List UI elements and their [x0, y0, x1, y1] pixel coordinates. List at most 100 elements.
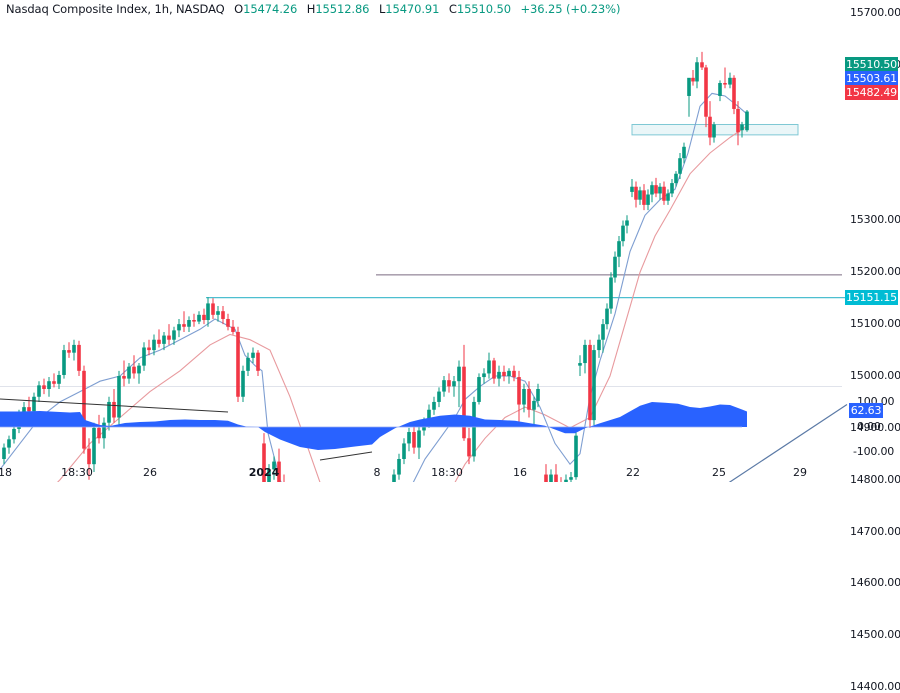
candle-body	[670, 183, 674, 194]
candle-body	[625, 220, 629, 226]
candle-body	[597, 339, 601, 351]
candle-body	[492, 360, 496, 379]
candle-body	[397, 458, 401, 475]
candle-body	[687, 77, 691, 96]
price-change: +36.25 (+0.23%)	[520, 2, 621, 16]
candle-body	[216, 311, 220, 315]
candle-body	[267, 469, 271, 482]
candle-body	[122, 376, 126, 379]
ohlc-high: H15512.86	[306, 2, 370, 16]
candle-body	[472, 401, 476, 457]
candle-body	[564, 479, 568, 482]
candle-body	[728, 77, 732, 85]
candle-body	[712, 124, 716, 138]
candle-body	[177, 324, 181, 331]
candle-body	[549, 474, 553, 482]
candle-body	[167, 335, 171, 340]
candle-body	[402, 443, 406, 459]
candle-body	[22, 407, 26, 415]
candle-body	[206, 303, 210, 321]
candle-body	[497, 371, 501, 379]
candle-body	[157, 339, 161, 344]
uptrend-line	[728, 404, 848, 482]
candle-body	[736, 108, 740, 133]
candle-body	[569, 477, 573, 480]
candle-body	[226, 318, 230, 327]
candle-body	[507, 370, 511, 377]
oscillator-value-tag: 62.63	[849, 403, 883, 418]
price-tick-label: 14600.00	[850, 576, 900, 590]
candle-body	[52, 381, 56, 384]
price-tick-label: 15700.00	[850, 6, 900, 19]
candle-body	[12, 428, 16, 440]
candle-body	[132, 366, 136, 374]
candle-body	[662, 186, 666, 201]
candle-body	[202, 314, 206, 321]
symbol-title: Nasdaq Composite Index, 1h, NASDAQ	[6, 2, 225, 16]
candle-body	[117, 376, 121, 418]
candle-body	[427, 409, 431, 422]
candle-body	[432, 401, 436, 410]
price-tick-label: 15100.00	[850, 317, 900, 331]
candle-body	[642, 190, 646, 205]
chart-legend: Nasdaq Composite Index, 1h, NASDAQ O1547…	[6, 2, 620, 16]
last-price-tag: 15510.50	[845, 57, 898, 72]
oscillator-tick-label: 0.00	[857, 420, 881, 433]
candle-body	[67, 350, 71, 353]
candle-body	[42, 385, 46, 389]
candle-body	[256, 352, 260, 371]
candle-body	[605, 308, 609, 325]
candle-body	[112, 401, 116, 418]
candle-body	[187, 320, 191, 327]
candle-body	[392, 474, 396, 482]
time-tick-label: 18	[0, 466, 12, 479]
candle-body	[62, 350, 66, 375]
candle-body	[102, 422, 106, 439]
candle-body	[47, 381, 51, 389]
candle-body	[172, 330, 176, 340]
candle-body	[682, 146, 686, 159]
candle-body	[27, 407, 31, 412]
candle-body	[417, 430, 421, 448]
price-tick-label: 14400.00	[850, 680, 900, 693]
ohlc-low: L15470.91	[378, 2, 440, 16]
candle-body	[691, 77, 695, 82]
candle-body	[583, 344, 587, 364]
ma-slow-tag: 15482.49	[845, 85, 898, 100]
candle-body	[554, 474, 558, 482]
candle-body	[517, 377, 521, 405]
candle-body	[638, 190, 642, 200]
candle-body	[592, 350, 596, 421]
candle-body	[723, 83, 727, 85]
candle-body	[634, 186, 638, 200]
candle-body	[97, 427, 101, 439]
time-tick-label: 16	[513, 466, 527, 479]
time-tick-label: 18:30	[431, 466, 463, 479]
time-tick-label: 8	[373, 466, 381, 479]
candle-body	[666, 193, 670, 201]
candle-body	[221, 311, 225, 319]
candle-body	[462, 366, 466, 439]
candle-body	[447, 380, 451, 387]
time-tick-label: 18:30	[61, 466, 93, 479]
candle-body	[192, 320, 196, 322]
ma-slow-line	[57, 125, 748, 482]
candle-body	[277, 461, 281, 482]
chart-canvas[interactable]	[0, 0, 900, 482]
ma-fast-tag: 15503.61	[845, 71, 898, 86]
candle-body	[654, 185, 658, 194]
candle-body	[700, 62, 704, 68]
candle-body	[588, 344, 592, 421]
candle-body	[452, 381, 456, 387]
candle-body	[487, 360, 491, 374]
price-tick-label: 15000.00	[850, 369, 900, 383]
candle-body	[7, 439, 11, 448]
candle-body	[251, 352, 255, 358]
candle-body	[262, 443, 266, 482]
candle-body	[442, 380, 446, 392]
time-tick-label: 26	[143, 466, 157, 479]
candle-body	[236, 331, 240, 397]
price-tick-label: 14900.00	[850, 420, 900, 434]
candle-body	[32, 396, 36, 412]
